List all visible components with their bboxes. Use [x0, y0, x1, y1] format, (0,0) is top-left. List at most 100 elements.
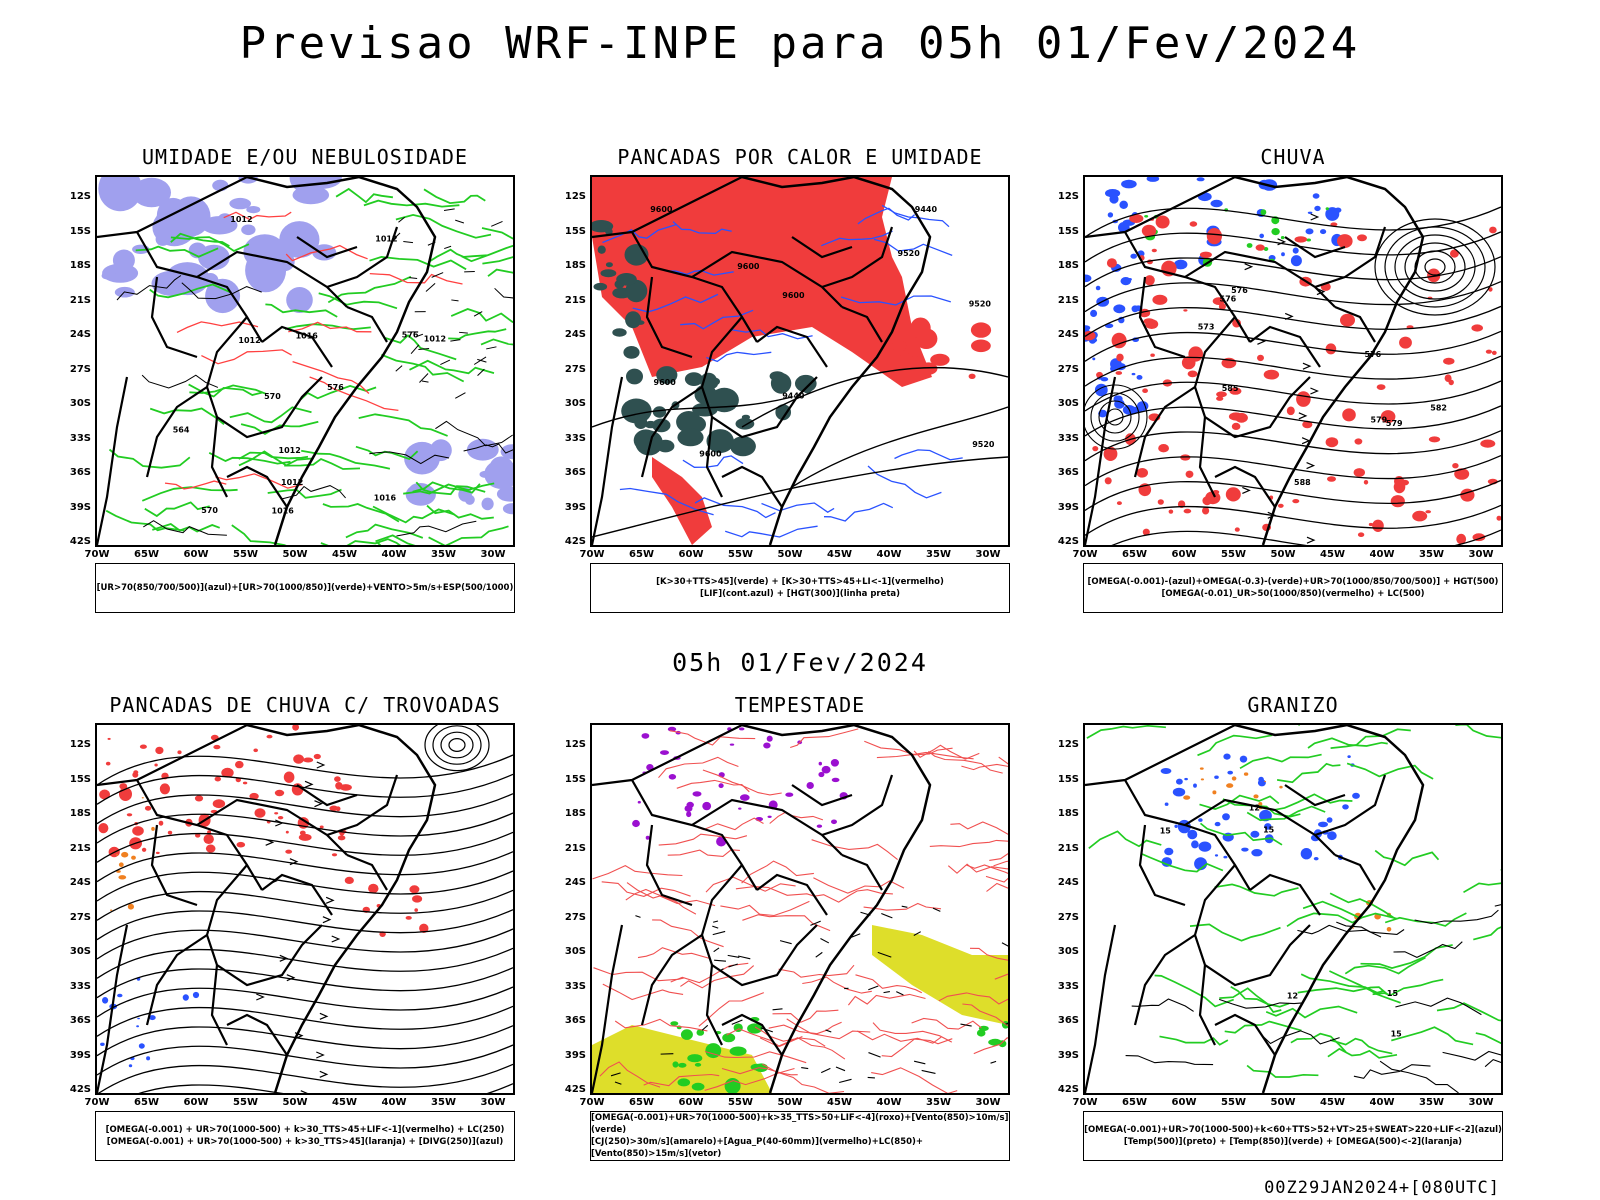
contour-label: 9600: [654, 378, 677, 387]
rain-area-blue: [1090, 309, 1098, 317]
border-line: [1124, 231, 1251, 343]
wind-vector: [713, 947, 720, 953]
wind-vector: [737, 955, 751, 960]
legend-line: [LIF](cont.azul) + [HGT(300)](linha pret…: [699, 589, 901, 599]
rain-area-red: [1143, 318, 1155, 325]
storm-area-red: [194, 795, 204, 802]
lifted-index-contour: [867, 465, 942, 499]
storm-area-red: [335, 806, 341, 812]
rain-area-red: [1444, 374, 1452, 382]
precipitable-water-contour: [913, 744, 980, 760]
streamline: [97, 909, 513, 941]
rain-area-red: [1412, 510, 1428, 522]
wind-vector: [835, 1066, 846, 1072]
border-line: [1184, 798, 1336, 856]
humidity-area-blue: [246, 206, 261, 214]
precipitable-water-contour: [989, 853, 1008, 861]
border-line: [1214, 465, 1276, 508]
lifted-index-contour: [821, 230, 893, 247]
wind-area-green: [988, 1038, 1002, 1046]
contour-label: 576: [402, 331, 419, 340]
storm-area-purple: [702, 801, 712, 811]
temp500-contour: [1125, 1055, 1214, 1066]
instability-area-green: [684, 372, 703, 386]
wind-vector: [440, 359, 451, 365]
instability-area-green: [593, 282, 608, 291]
latitude-tick-label: 15S: [69, 225, 91, 237]
wind-vector: [403, 240, 414, 244]
storm-area-red: [277, 816, 284, 820]
precipitable-water-contour: [823, 889, 893, 903]
humidity-contour-green: [141, 486, 238, 502]
omega-area-orange: [1212, 790, 1217, 795]
weather-map: [95, 723, 515, 1095]
humidity-contour-green: [482, 256, 513, 265]
humidity-contour-green: [284, 323, 371, 331]
storm-area-orange: [141, 797, 144, 799]
hail-area-blue: [1174, 824, 1178, 828]
latitude-tick-label: 15S: [1057, 773, 1079, 785]
rain-area-red: [1496, 515, 1501, 521]
latitude-tick-label: 15S: [69, 773, 91, 785]
wind-vector: [486, 346, 497, 350]
temp850-contour: [1455, 725, 1501, 739]
wind-vector: [421, 380, 429, 383]
precipitable-water-contour: [759, 1037, 846, 1060]
temp500-contour: [1353, 1064, 1431, 1079]
longitude-tick-label: 40W: [381, 549, 407, 560]
contour-label: 1016: [374, 493, 397, 502]
instability-area-green: [623, 346, 640, 359]
humidity-area-blue: [205, 278, 241, 314]
panel-legend: [OMEGA(-0.001)+UR>70(1000-500)+k<60+TTS>…: [1083, 1111, 1503, 1161]
latitude-tick-label: 27S: [69, 363, 91, 375]
wind-vector: [801, 1067, 809, 1070]
border-line: [721, 465, 783, 508]
longitude-tick-label: 50W: [282, 1097, 308, 1108]
wind-vector: [913, 1060, 926, 1065]
rain-area-red: [1454, 468, 1470, 480]
wind-vector: [921, 1069, 936, 1075]
wind-area-green: [976, 1029, 986, 1037]
rain-area-green: [1263, 247, 1269, 251]
humidity-contour-green: [149, 283, 231, 299]
precipitable-water-contour: [802, 976, 872, 994]
humidity-contour-green: [461, 244, 513, 263]
temp850-contour: [1307, 737, 1388, 749]
wind-vector: [881, 912, 893, 919]
streamline: [97, 1044, 513, 1076]
storm-area-purple: [806, 782, 814, 789]
instability-area-green: [625, 311, 642, 329]
high-pressure-contour: [440, 731, 474, 759]
precipitable-water-contour: [625, 888, 697, 915]
wind-vector: [459, 331, 468, 334]
temp850-contour: [1473, 926, 1501, 941]
wind-area-green: [722, 1033, 736, 1043]
storm-area-red: [167, 830, 173, 835]
omega-area-orange: [1226, 783, 1234, 788]
storm-area-red: [337, 835, 346, 841]
humidity-contour-green: [369, 255, 467, 271]
precipitable-water-contour: [658, 833, 748, 846]
rain-area-blue: [1107, 212, 1114, 218]
precipitable-water-contour: [667, 849, 740, 857]
wind-vector: [1001, 942, 1008, 947]
precipitable-water-contour: [705, 876, 796, 893]
storm-area-red: [154, 763, 158, 767]
rain-area-blue: [1259, 233, 1264, 239]
rain-area-red: [1162, 219, 1170, 225]
omega-area-orange: [1253, 794, 1259, 799]
rain-area-red: [1263, 369, 1280, 380]
lifted-index-contour: [761, 502, 835, 513]
storm-area-red: [99, 789, 110, 800]
rain-area-red: [1380, 410, 1396, 424]
latitude-tick-label: 36S: [69, 467, 91, 478]
temp850-contour: [1219, 987, 1282, 1013]
storm-area-red: [195, 833, 201, 838]
wind-vector: [477, 358, 487, 363]
border-line: [1334, 305, 1376, 343]
wind-vector: [990, 1060, 997, 1064]
streamline-arrow: [1267, 511, 1277, 519]
precipitable-water-contour: [857, 1030, 942, 1044]
precipitable-water-contour: [863, 902, 942, 911]
wind-vector: [851, 933, 861, 938]
